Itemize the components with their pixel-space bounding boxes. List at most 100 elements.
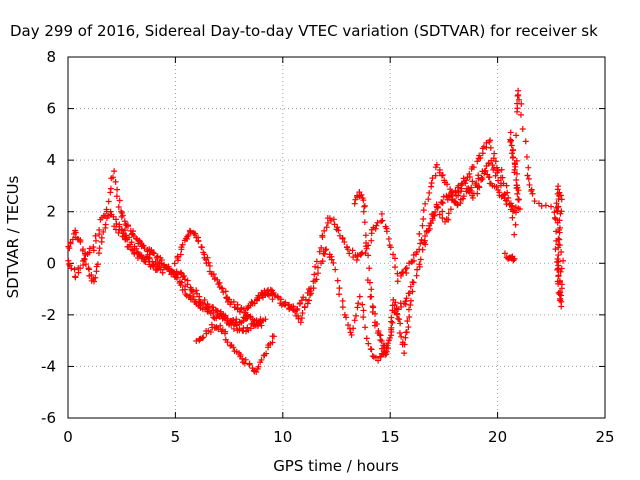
data-point	[507, 138, 514, 145]
data-point	[445, 216, 452, 223]
data-point	[339, 304, 346, 311]
data-point	[393, 305, 400, 312]
x-tick-label: 15	[381, 428, 400, 446]
data-point	[177, 269, 184, 276]
data-point	[269, 296, 276, 303]
data-point	[262, 316, 269, 323]
data-point	[526, 181, 533, 188]
y-axis-label: SDTVAR / TECUs	[4, 175, 22, 298]
data-point	[383, 228, 390, 235]
data-point	[555, 203, 562, 210]
data-point	[558, 281, 565, 288]
data-point	[389, 307, 396, 314]
data-point	[107, 208, 114, 215]
data-point	[360, 197, 367, 204]
data-point	[369, 353, 376, 360]
data-point	[445, 210, 452, 217]
data-point	[336, 291, 343, 298]
data-point	[66, 245, 73, 252]
data-point	[323, 224, 330, 231]
data-point	[105, 198, 112, 205]
data-point	[111, 223, 118, 230]
data-point	[555, 235, 562, 242]
data-point	[350, 325, 357, 332]
data-point	[511, 255, 518, 262]
data-point	[246, 360, 253, 367]
data-point	[334, 224, 341, 231]
data-point	[355, 300, 362, 307]
data-point	[524, 172, 531, 179]
data-point	[130, 228, 137, 235]
data-point	[219, 285, 226, 292]
data-point	[187, 228, 194, 235]
data-point	[206, 262, 213, 269]
data-point	[356, 293, 363, 300]
data-point	[351, 317, 358, 324]
data-point	[304, 300, 311, 307]
chart-title: Day 299 of 2016, Sidereal Day-to-day VTE…	[10, 22, 598, 40]
data-point	[363, 335, 370, 342]
data-point	[462, 180, 469, 187]
data-point	[358, 191, 365, 198]
data-point	[86, 266, 93, 273]
data-point	[112, 178, 119, 185]
data-point	[417, 240, 424, 247]
data-point	[451, 198, 458, 205]
data-point	[201, 296, 208, 303]
data-point	[398, 333, 405, 340]
data-point	[529, 190, 536, 197]
data-point	[331, 221, 338, 228]
data-point	[378, 218, 385, 225]
data-point	[377, 336, 384, 343]
data-point	[448, 188, 455, 195]
plot-frame	[67, 56, 606, 419]
data-point	[228, 322, 235, 329]
data-point	[407, 302, 414, 309]
data-point	[555, 183, 562, 190]
data-point	[554, 266, 561, 273]
data-point	[90, 247, 97, 254]
data-point	[174, 253, 181, 260]
data-point	[190, 293, 197, 300]
data-point	[416, 230, 423, 237]
data-point	[110, 213, 117, 220]
data-point	[516, 206, 523, 213]
data-point	[392, 264, 399, 271]
data-point	[522, 138, 529, 145]
data-point	[208, 321, 215, 328]
data-point	[86, 245, 93, 252]
data-point	[128, 239, 135, 246]
data-point	[177, 282, 184, 289]
data-point	[514, 190, 521, 197]
data-point	[558, 292, 565, 299]
data-point	[558, 265, 565, 272]
data-point	[354, 304, 361, 311]
data-point	[243, 315, 250, 322]
data-point	[438, 172, 445, 179]
data-point	[92, 232, 99, 239]
data-point	[403, 295, 410, 302]
data-point	[298, 297, 305, 304]
data-point	[368, 293, 375, 300]
data-point	[102, 221, 109, 228]
data-point	[551, 209, 558, 216]
data-point	[374, 219, 381, 226]
data-point	[395, 315, 402, 322]
data-point	[517, 111, 524, 118]
data-point	[431, 212, 438, 219]
data-point	[417, 256, 424, 263]
data-point	[360, 208, 367, 215]
data-point	[404, 318, 411, 325]
data-point	[507, 137, 514, 144]
data-point	[366, 265, 373, 272]
data-point	[394, 278, 401, 285]
data-point	[385, 235, 392, 242]
data-point	[402, 265, 409, 272]
data-point	[263, 350, 270, 357]
data-point	[519, 125, 526, 132]
data-point	[368, 346, 375, 353]
data-point	[425, 227, 432, 234]
data-point	[508, 142, 515, 149]
data-point	[528, 188, 535, 195]
data-point	[348, 331, 355, 338]
